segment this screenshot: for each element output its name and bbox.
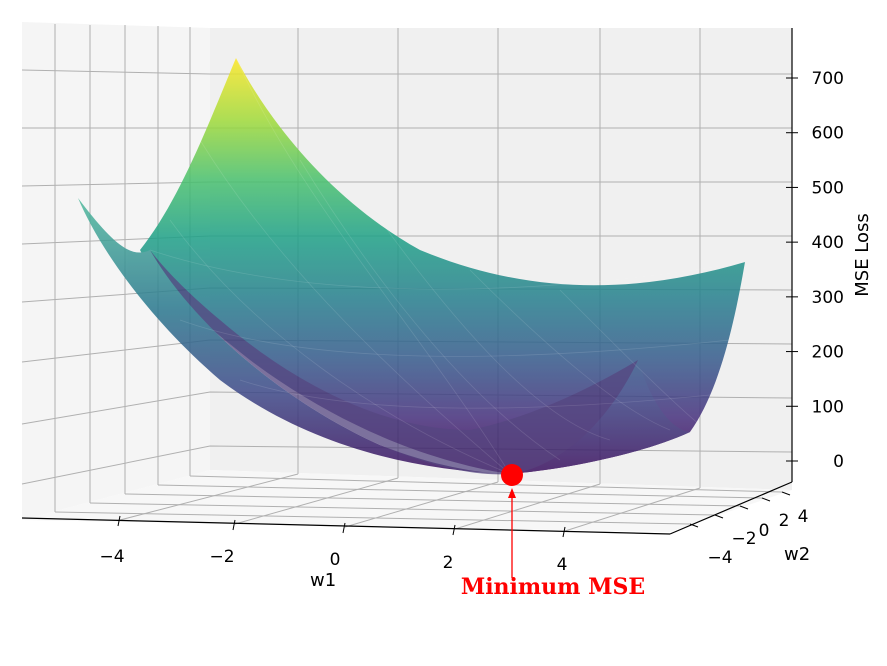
- w1-tick-label: −4: [99, 547, 124, 567]
- z-tick-label: 300: [812, 288, 844, 308]
- w2-tick-mark: [739, 505, 749, 510]
- w2-tick-mark: [761, 497, 771, 502]
- w2-tick-mark: [714, 514, 724, 519]
- loss-surface: [78, 58, 745, 475]
- minimum-marker: [501, 464, 523, 486]
- w2-axis-line: [669, 481, 793, 535]
- w2-axis-label: w2: [784, 544, 810, 565]
- surface-valley: [150, 250, 638, 475]
- z-tick-label: 600: [812, 124, 844, 144]
- annotation-arrowhead: [508, 488, 516, 498]
- surface-back-sheet: [140, 58, 745, 474]
- w2-tick-label: −2: [731, 529, 756, 549]
- w2-tick-label: −4: [707, 548, 732, 568]
- z-tick-label: 100: [812, 397, 844, 417]
- z-tick-label: 700: [812, 69, 844, 89]
- w1-tick-label: −2: [209, 547, 234, 567]
- z-axis-label: MSE Loss: [852, 213, 873, 297]
- w1-tick-label: 0: [330, 550, 341, 570]
- w1-tick-mark: [452, 524, 456, 536]
- w1-tick-mark: [562, 526, 566, 538]
- z-tick-label: 0: [833, 452, 844, 472]
- surface-mesh: [149, 57, 746, 475]
- w1-ticks: −4 −2 0 2 4: [99, 515, 568, 575]
- back-pane-left: [22, 22, 210, 520]
- w1-axis-line: [21, 517, 671, 535]
- z-tick-label: 400: [812, 233, 844, 253]
- w1-tick-mark: [232, 519, 236, 531]
- w2-ticks: −4−2 0 2 4: [689, 491, 809, 568]
- annotation-text: Minimum MSE: [461, 574, 645, 600]
- w2-tick-label: 0: [759, 521, 770, 541]
- w1-tick-label: 4: [557, 555, 568, 575]
- floor-pane: [22, 470, 792, 532]
- z-tick-label: 200: [812, 343, 844, 363]
- z-tick-label: 500: [812, 178, 844, 198]
- w2-tick-label: 4: [798, 507, 809, 527]
- w2-tick-mark: [689, 523, 699, 528]
- z-ticks: 0 100 200 300 400 500 600 700: [786, 69, 844, 472]
- w2-tick-mark: [781, 491, 791, 496]
- w2-tick-label: 2: [779, 511, 790, 531]
- w1-tick-mark: [117, 515, 121, 527]
- w1-tick-label: 2: [443, 553, 454, 573]
- surface-front-sheet: [78, 198, 690, 474]
- w1-tick-mark: [342, 522, 346, 534]
- w1-axis-label: w1: [310, 570, 336, 591]
